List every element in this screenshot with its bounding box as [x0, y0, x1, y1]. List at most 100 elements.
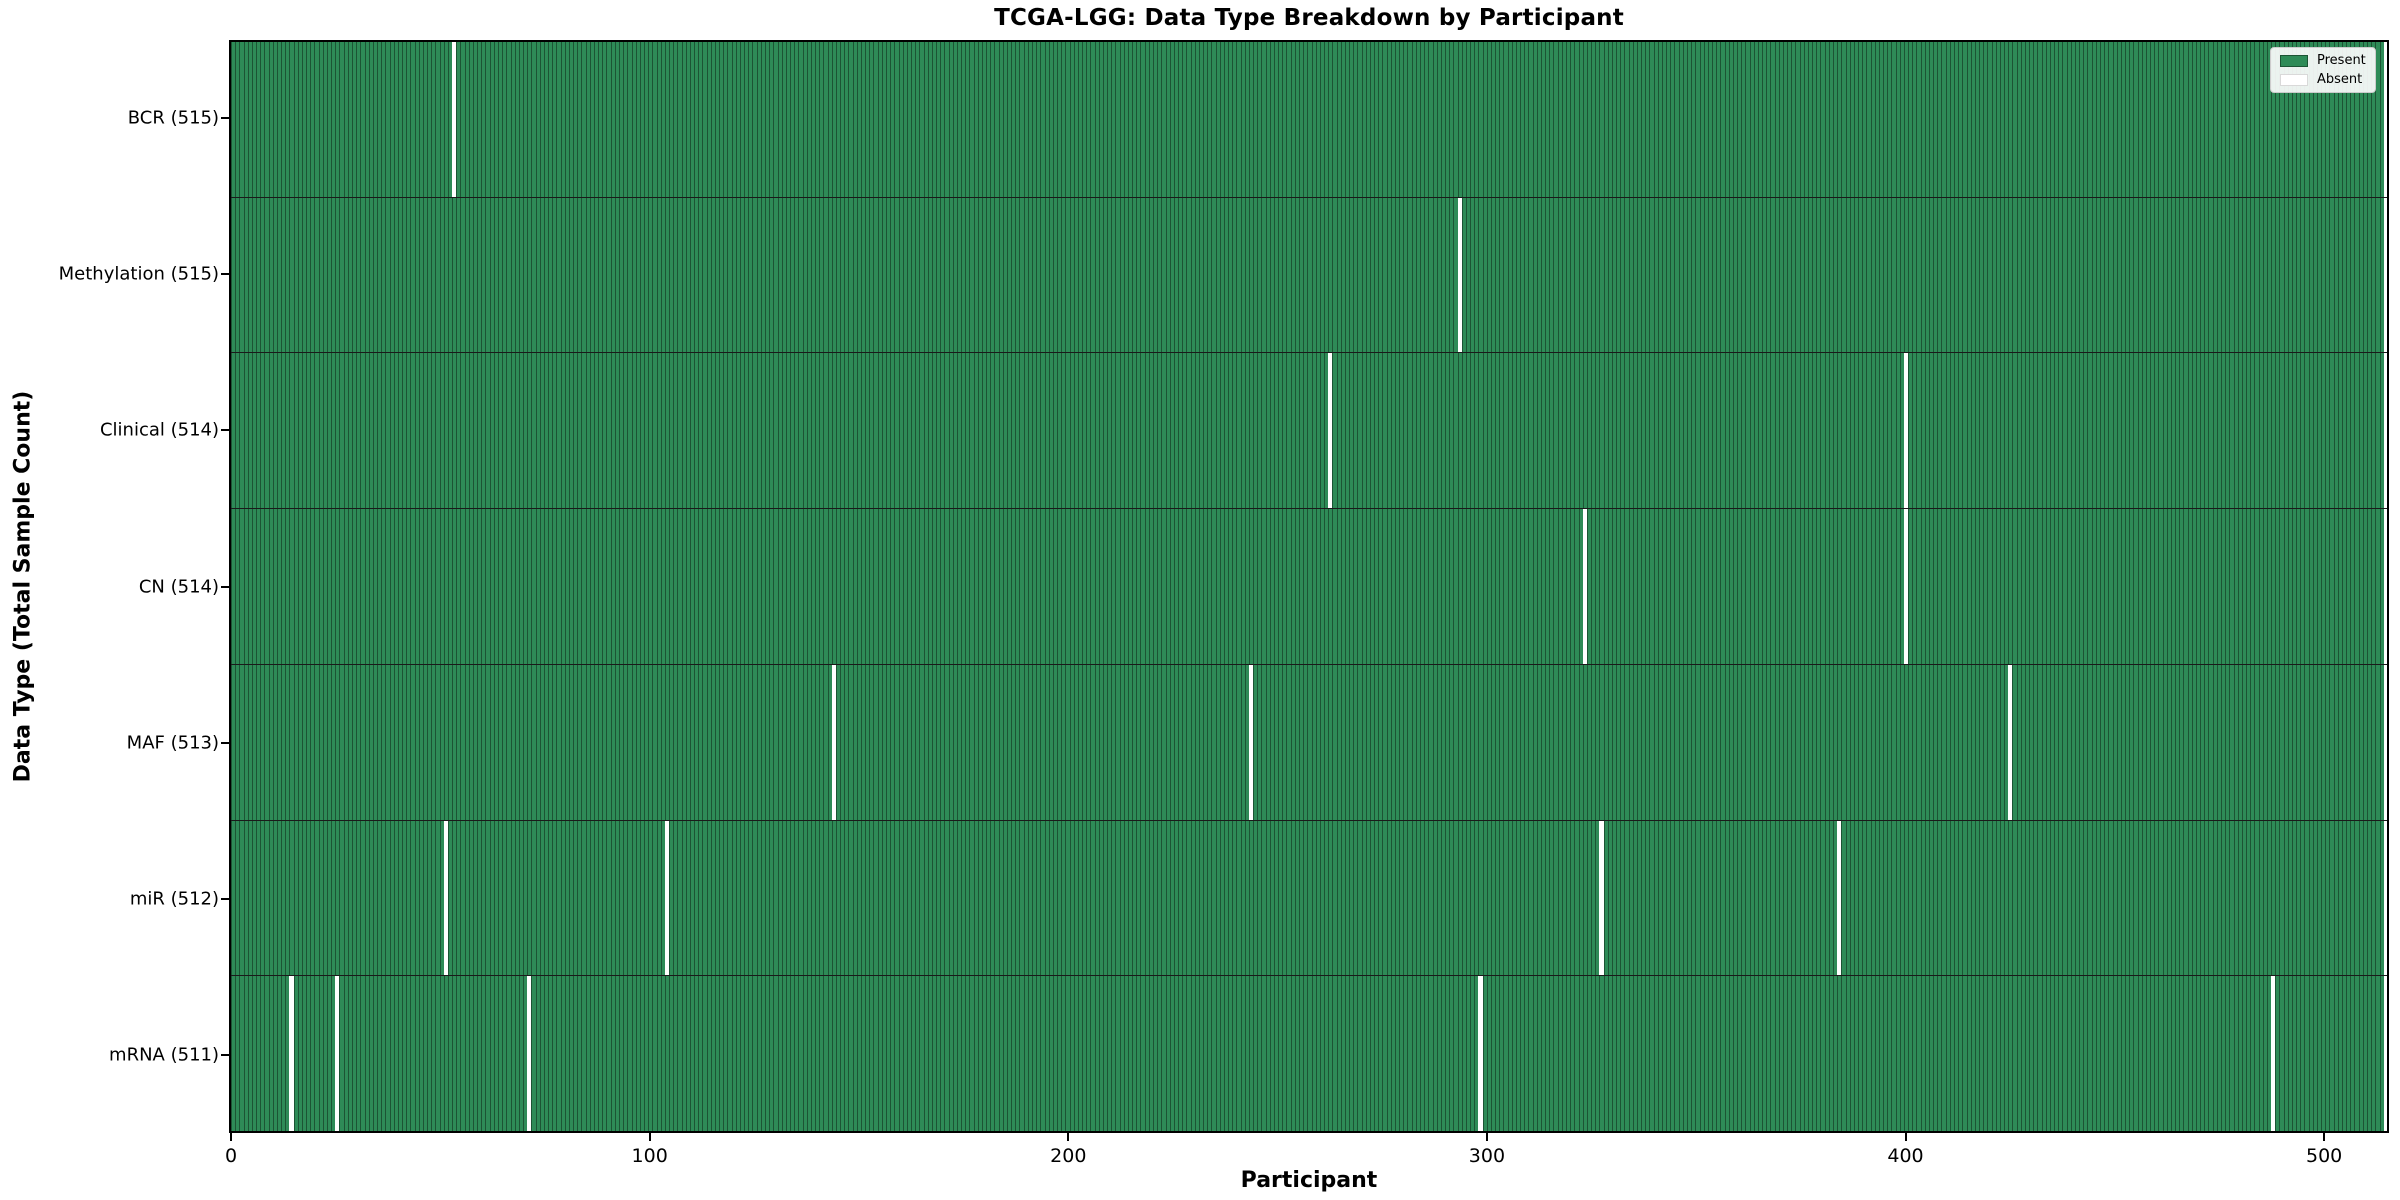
cell-present: [2258, 353, 2263, 509]
cell-present: [531, 820, 536, 976]
cell-present: [1858, 664, 1863, 820]
cell-present: [1027, 976, 1032, 1132]
cell-present: [1082, 664, 1087, 820]
cell-present: [1599, 197, 1604, 353]
cell-present: [2333, 197, 2338, 353]
cell-present: [1186, 509, 1191, 664]
cell-present: [973, 353, 978, 509]
cell-present: [568, 509, 574, 664]
cell-present: [231, 820, 236, 976]
cell-present: [1140, 664, 1145, 820]
cell-present: [961, 509, 966, 664]
cell-present: [727, 976, 732, 1132]
cell-present: [1991, 197, 1996, 353]
cell-present: [1253, 42, 1258, 197]
cell-present: [2125, 509, 2130, 664]
cell-present: [873, 197, 878, 353]
cell-present: [1411, 820, 1416, 976]
cell-present: [1803, 976, 1808, 1132]
cell-present: [2354, 42, 2359, 197]
cell-present: [2333, 42, 2338, 197]
cell-present: [944, 42, 949, 197]
cell-present: [727, 42, 732, 197]
cell-present: [589, 42, 594, 197]
cell-present: [1520, 353, 1525, 509]
cell-present: [1870, 820, 1875, 976]
cell-present: [372, 664, 378, 820]
cell-present: [1040, 976, 1045, 1132]
cell-present: [1278, 42, 1283, 197]
cell-present: [1294, 42, 1299, 197]
cell-present: [2358, 353, 2363, 509]
cell-present: [2104, 197, 2109, 353]
cell-present: [973, 509, 978, 664]
cell-present: [1132, 42, 1137, 197]
cell-present: [623, 197, 628, 353]
cell-absent: [1478, 976, 1483, 1132]
cell-present: [2266, 664, 2272, 820]
cell-present: [1778, 353, 1783, 509]
cell-present: [1465, 42, 1471, 197]
cell-present: [2262, 197, 2267, 353]
cell-present: [502, 42, 507, 197]
cell-present: [1920, 820, 1925, 976]
cell-present: [1098, 509, 1103, 664]
cell-present: [2237, 509, 2242, 664]
cell-present: [2037, 509, 2042, 664]
cell-present: [1194, 509, 1199, 664]
cell-present: [731, 197, 736, 353]
cell-present: [1253, 509, 1258, 664]
cell-present: [1248, 509, 1254, 664]
cell-absent: [289, 976, 294, 1132]
cell-present: [1770, 353, 1775, 509]
cell-present: [1077, 42, 1083, 197]
cell-present: [1916, 820, 1921, 976]
cell-present: [1778, 976, 1783, 1132]
cell-present: [760, 664, 765, 820]
cell-present: [1228, 976, 1233, 1132]
cell-present: [1036, 509, 1041, 664]
cell-present: [1695, 197, 1700, 353]
cell-present: [322, 509, 327, 664]
cell-present: [1682, 976, 1687, 1132]
cell-present: [1127, 664, 1133, 820]
cell-present: [1920, 509, 1925, 664]
cell-present: [1974, 353, 1980, 509]
cell-absent: [1248, 664, 1254, 820]
cell-present: [2237, 197, 2242, 353]
cell-present: [1991, 820, 1996, 976]
cell-present: [2158, 509, 2163, 664]
cell-present: [1624, 353, 1629, 509]
cell-present: [1136, 820, 1141, 976]
cell-present: [2087, 664, 2092, 820]
cell-present: [869, 509, 874, 664]
cell-present: [564, 42, 569, 197]
cell-present: [1115, 976, 1120, 1132]
cell-present: [748, 197, 753, 353]
cell-present: [1236, 976, 1241, 1132]
cell-present: [1265, 976, 1270, 1132]
cell-present: [1858, 197, 1863, 353]
cell-present: [2112, 353, 2117, 509]
cell-present: [543, 509, 549, 664]
y-tick-label-miR: miR (512): [129, 888, 219, 910]
cell-present: [869, 353, 874, 509]
cell-present: [648, 509, 653, 664]
cell-present: [1515, 976, 1521, 1132]
cell-present: [1178, 197, 1183, 353]
cell-present: [998, 976, 1003, 1132]
cell-present: [806, 509, 811, 664]
cell-present: [1102, 42, 1108, 197]
cell-present: [235, 976, 240, 1132]
cell-present: [810, 197, 816, 353]
cell-present: [2341, 664, 2347, 820]
cell-present: [2316, 197, 2322, 353]
cell-present: [731, 976, 736, 1132]
cell-present: [2283, 664, 2288, 820]
cell-present: [564, 509, 569, 664]
cell-present: [756, 664, 761, 820]
cell-present: [915, 820, 920, 976]
cell-present: [877, 42, 882, 197]
cell-present: [2279, 42, 2284, 197]
cell-present: [1974, 976, 1980, 1132]
